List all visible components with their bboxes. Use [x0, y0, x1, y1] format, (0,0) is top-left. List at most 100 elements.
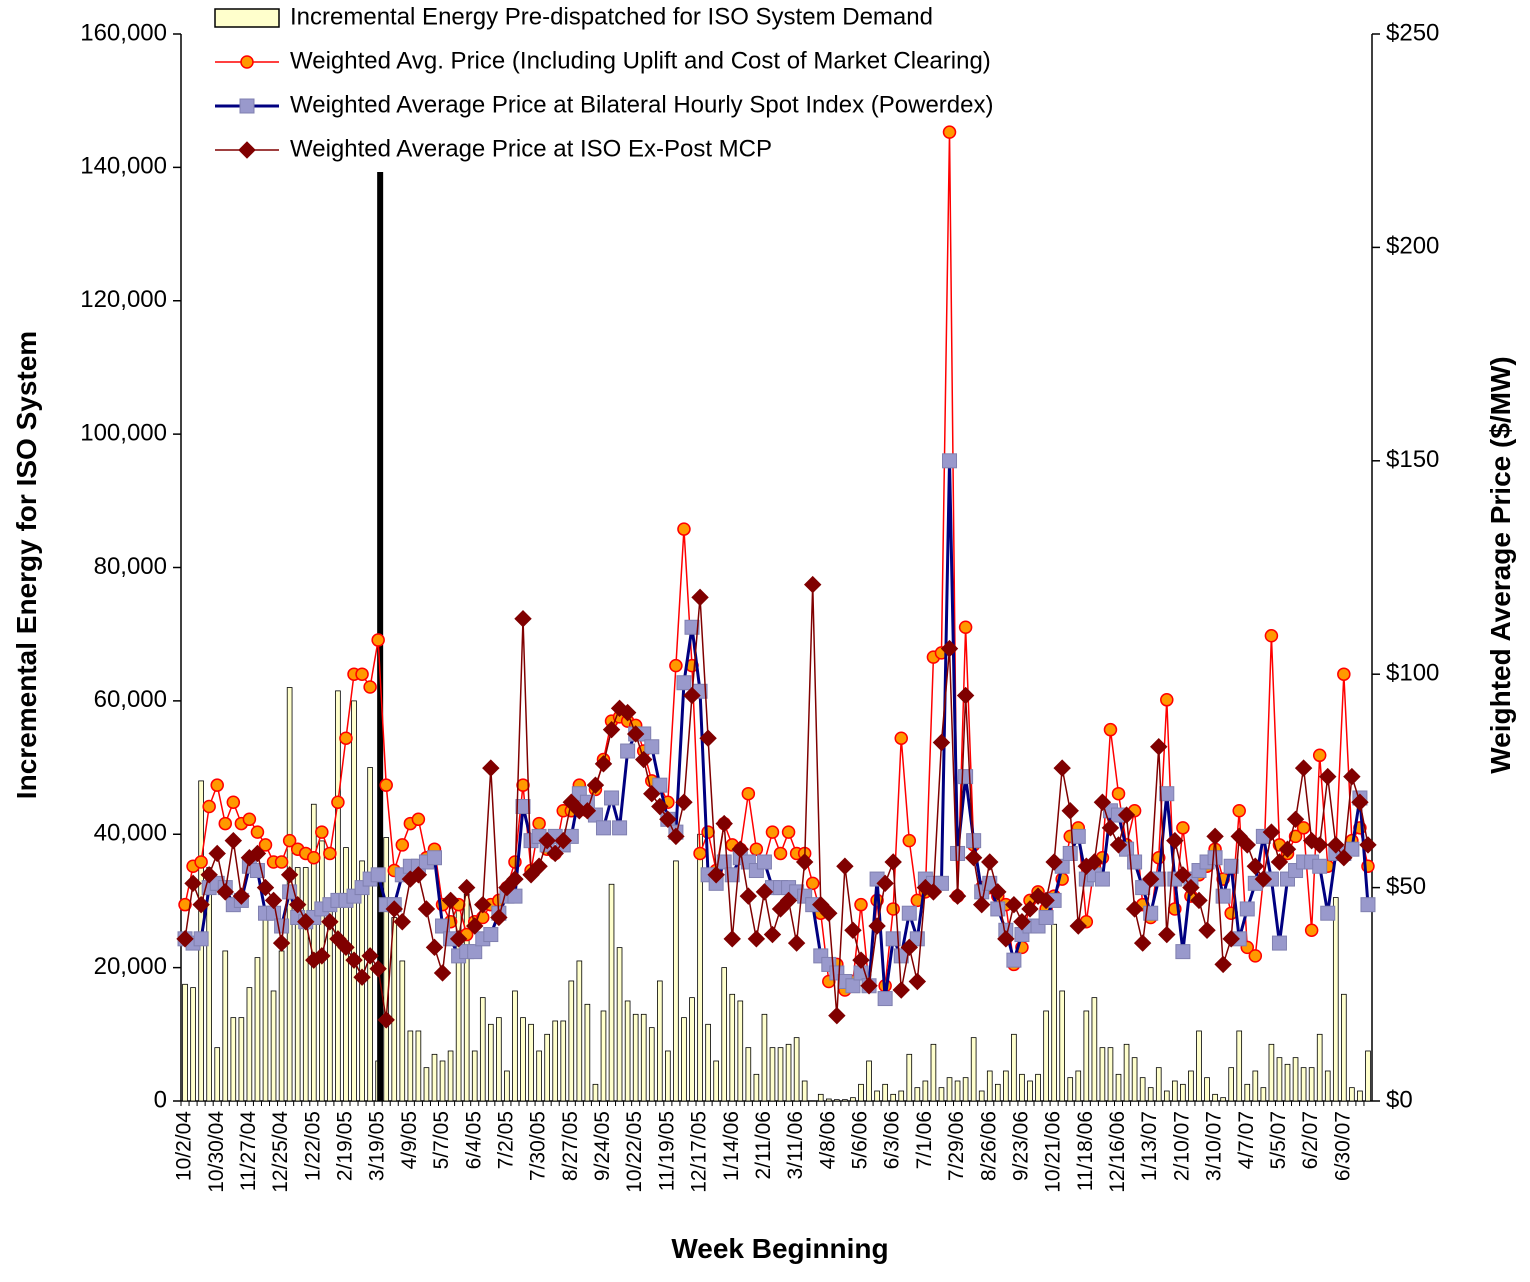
x-tick-label: 4/8/06	[816, 1111, 839, 1169]
point	[1133, 934, 1152, 952]
legend-label: Weighted Average Price at Bilateral Hour…	[290, 91, 993, 118]
point	[1238, 836, 1256, 854]
bar	[914, 1087, 921, 1102]
point	[425, 938, 444, 957]
point	[435, 918, 451, 934]
bar	[1051, 923, 1057, 1102]
y2-tick-label: $150	[1386, 446, 1439, 473]
bar	[858, 1083, 864, 1102]
legend-marker	[239, 98, 255, 114]
x-tick-label: 7/30/05	[527, 1111, 550, 1181]
bar	[834, 1099, 840, 1102]
point	[363, 680, 377, 694]
bar	[898, 1090, 905, 1102]
point	[956, 686, 975, 705]
y-tick-label: 100,000	[80, 419, 167, 446]
bar	[825, 1098, 832, 1102]
bar	[657, 980, 663, 1102]
point	[1310, 836, 1329, 854]
point	[594, 755, 613, 773]
bar	[568, 980, 575, 1102]
point	[490, 908, 508, 927]
point	[852, 951, 870, 969]
bar	[1123, 1043, 1130, 1102]
bar	[1147, 1087, 1154, 1102]
point	[683, 686, 701, 705]
point	[1198, 921, 1216, 939]
bar	[1212, 1093, 1218, 1102]
point	[1021, 900, 1039, 918]
point	[868, 917, 886, 935]
bar	[753, 1073, 760, 1102]
point	[339, 731, 353, 745]
bar	[777, 1047, 784, 1102]
point	[1312, 748, 1327, 763]
legend-marker	[238, 141, 256, 159]
point	[1062, 845, 1078, 861]
bar	[769, 1047, 776, 1102]
point	[667, 827, 685, 846]
point	[361, 947, 379, 965]
bar	[399, 960, 406, 1102]
x-tick-label: 8/27/05	[559, 1111, 582, 1181]
point	[506, 870, 524, 888]
x-tick-label: 1/22/05	[301, 1111, 324, 1181]
point	[1029, 887, 1047, 905]
point	[723, 930, 741, 948]
point	[433, 964, 452, 982]
point	[651, 797, 669, 816]
point	[1248, 949, 1263, 963]
point	[659, 810, 677, 829]
point	[1239, 901, 1255, 917]
bar	[254, 957, 261, 1102]
point	[280, 866, 299, 884]
bar	[681, 1017, 687, 1102]
bar	[367, 767, 373, 1102]
point	[618, 703, 637, 722]
x-tick-label: 7/1/06	[913, 1111, 936, 1169]
bar	[552, 1020, 559, 1102]
point	[1190, 891, 1208, 910]
bar	[512, 990, 518, 1102]
bar	[1099, 1047, 1106, 1102]
point	[845, 978, 861, 994]
point	[1304, 923, 1319, 938]
y2-tick-label: $50	[1386, 873, 1426, 900]
x-tick-label: 5/5/07	[1267, 1111, 1290, 1169]
point	[643, 784, 661, 803]
bar	[471, 1050, 478, 1102]
point	[417, 900, 436, 918]
point	[1254, 870, 1273, 888]
bar	[190, 987, 196, 1102]
bar	[890, 1093, 896, 1102]
point	[1222, 930, 1240, 948]
bar	[1332, 897, 1339, 1102]
bar	[954, 1080, 961, 1102]
point	[747, 930, 766, 948]
bar	[479, 997, 486, 1102]
point	[620, 743, 636, 759]
point	[331, 795, 345, 809]
bar	[1204, 1077, 1210, 1102]
bar	[423, 1067, 430, 1102]
point	[483, 927, 499, 943]
point	[353, 968, 371, 986]
bar	[721, 967, 728, 1102]
point	[586, 776, 605, 794]
bar	[1268, 1043, 1275, 1102]
bar	[697, 833, 703, 1102]
x-tick-label: 6/2/07	[1299, 1111, 1322, 1169]
point	[1207, 850, 1223, 866]
bar	[431, 1053, 438, 1102]
point	[307, 850, 321, 865]
point	[707, 866, 725, 884]
bar	[648, 1027, 655, 1102]
point	[370, 867, 386, 883]
point	[787, 934, 806, 952]
bar	[1075, 1070, 1082, 1102]
y-tick-label: 80,000	[94, 553, 167, 580]
point	[321, 913, 339, 931]
point	[1312, 858, 1328, 874]
point	[1175, 944, 1191, 960]
bar	[302, 867, 309, 1102]
